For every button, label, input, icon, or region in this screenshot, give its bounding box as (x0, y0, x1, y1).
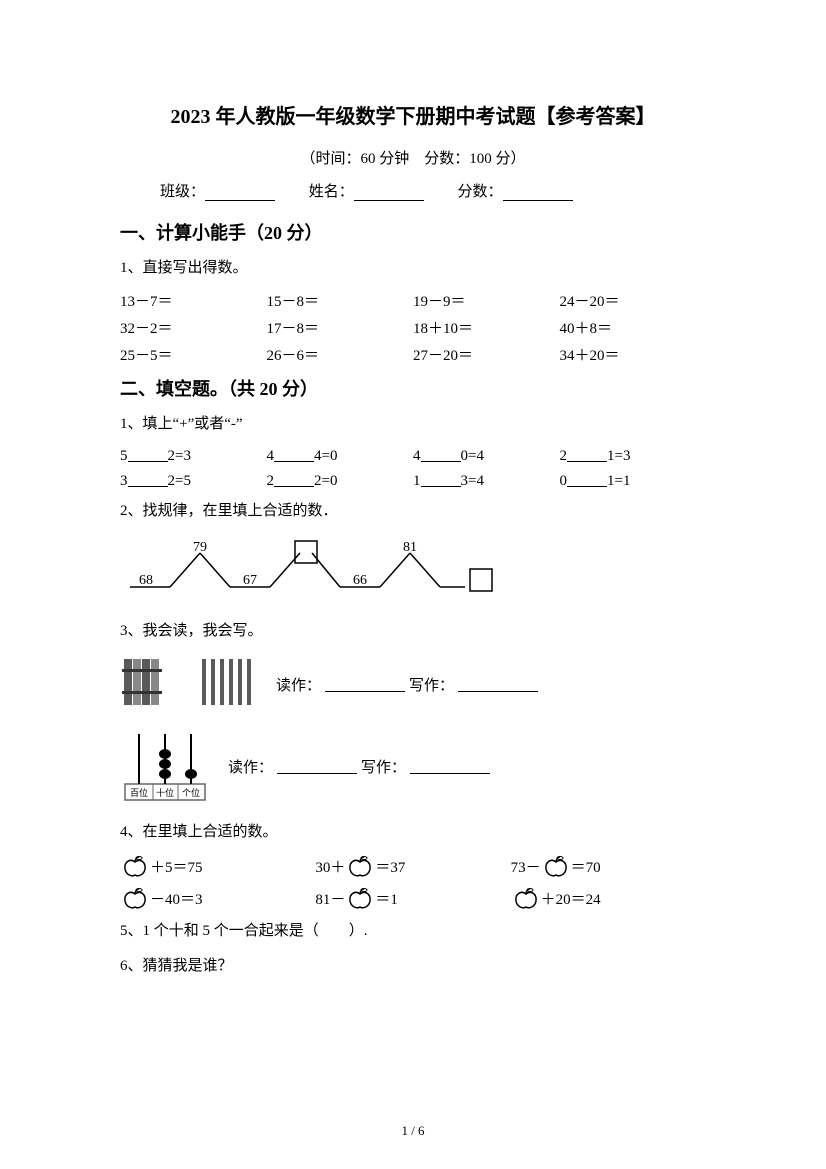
svg-text:十位: 十位 (156, 787, 174, 798)
write-blank-2[interactable] (410, 760, 490, 774)
exam-meta: （时间：60 分钟 分数：100 分） (120, 147, 706, 168)
read-label-2: 读作： (228, 756, 273, 777)
calc-cell: 19－9＝ (413, 290, 560, 311)
calc-cell: 40＋8＝ (560, 317, 707, 338)
loose-sticks-icon (198, 655, 258, 709)
apple-table: ＋5＝7530＋＝3773－＝70 －40＝381－＝1＋20＝24 (120, 854, 706, 910)
apple-cell: 73－＝70 (511, 854, 706, 878)
op-blank[interactable] (421, 473, 461, 487)
apple-icon (122, 854, 148, 878)
apple-icon (543, 854, 569, 878)
apple-cell: －40＝3 (120, 886, 315, 910)
fill-cell: 01=1 (560, 471, 707, 490)
svg-text:百位: 百位 (130, 787, 148, 798)
calc-cell: 32－2＝ (120, 317, 267, 338)
fill-cell: 52=3 (120, 446, 267, 465)
op-blank[interactable] (128, 448, 168, 462)
apple-icon (513, 886, 539, 910)
fill-row: 52=344=040=421=3 (120, 446, 706, 465)
op-blank[interactable] (274, 448, 314, 462)
apple-icon (347, 854, 373, 878)
abacus-row: 百位 十位 个位 读作： 写作： (120, 724, 706, 809)
abacus-icon: 百位 十位 个位 (120, 724, 210, 804)
fill-table: 52=344=040=421=3 32=522=013=401=1 (120, 446, 706, 490)
calc-cell: 15－8＝ (267, 290, 414, 311)
calc-cell: 24－20＝ (560, 290, 707, 311)
fill-cell: 21=3 (560, 446, 707, 465)
fill-cell: 40=4 (413, 446, 560, 465)
score-label: 分数： (458, 184, 503, 200)
s2-q4: 4、在里填上合适的数。 (120, 819, 706, 846)
s1-q1: 1、直接写出得数。 (120, 255, 706, 282)
class-label: 班级： (160, 184, 205, 200)
s2-q1: 1、填上“+”或者“-” (120, 411, 706, 438)
apple-icon (122, 886, 148, 910)
calc-cell: 27－20＝ (413, 344, 560, 365)
s2-q2: 2、找规律，在里填上合适的数． (120, 498, 706, 525)
op-blank[interactable] (128, 473, 168, 487)
svg-text:68: 68 (139, 573, 153, 588)
apple-cell: ＋5＝75 (120, 854, 315, 878)
apple-cell: ＋20＝24 (511, 886, 706, 910)
calc-cell: 25－5＝ (120, 344, 267, 365)
name-label: 姓名： (309, 184, 354, 200)
fill-row: 32=522=013=401=1 (120, 471, 706, 490)
svg-text:66: 66 (353, 573, 367, 588)
op-blank[interactable] (274, 473, 314, 487)
section2-heading: 二、填空题。（共 20 分） (120, 375, 706, 401)
s2-q6: 6、猜猜我是谁？ (120, 953, 706, 980)
page-number: 1 / 6 (0, 1123, 826, 1139)
fill-cell: 22=0 (267, 471, 414, 490)
counting-sticks-row: 读作： 写作： (120, 655, 706, 714)
class-blank[interactable] (205, 185, 275, 201)
calc-row: 13－7＝15－8＝19－9＝24－20＝ (120, 290, 706, 311)
s2-q5: 5、1 个十和 5 个一合起来是（ ）. (120, 918, 706, 945)
bundled-sticks-icon (120, 655, 180, 709)
svg-text:67: 67 (243, 573, 257, 588)
op-blank[interactable] (567, 473, 607, 487)
read-label-1: 读作： (276, 674, 321, 695)
op-blank[interactable] (567, 448, 607, 462)
s2-q3: 3、我会读，我会写。 (120, 618, 706, 645)
calc-cell: 17－8＝ (267, 317, 414, 338)
write-blank-1[interactable] (458, 678, 538, 692)
student-info: 班级： 姓名： 分数： (120, 180, 706, 201)
op-blank[interactable] (421, 448, 461, 462)
exam-title: 2023 年人教版一年级数学下册期中考试题【参考答案】 (120, 100, 706, 129)
sequence-diagram: 68 79 67 66 81 (120, 539, 540, 599)
apple-row: －40＝381－＝1＋20＝24 (120, 886, 706, 910)
apple-row: ＋5＝7530＋＝3773－＝70 (120, 854, 706, 878)
score-blank[interactable] (503, 185, 573, 201)
read-blank-2[interactable] (277, 760, 357, 774)
calc-table: 13－7＝15－8＝19－9＝24－20＝ 32－2＝17－8＝18＋10＝40＋… (120, 290, 706, 365)
apple-cell: 81－＝1 (315, 886, 510, 910)
write-label-1: 写作： (409, 674, 454, 695)
calc-row: 25－5＝26－6＝27－20＝34＋20＝ (120, 344, 706, 365)
name-blank[interactable] (354, 185, 424, 201)
fill-cell: 44=0 (267, 446, 414, 465)
calc-cell: 18＋10＝ (413, 317, 560, 338)
svg-text:79: 79 (193, 540, 207, 555)
calc-row: 32－2＝17－8＝18＋10＝40＋8＝ (120, 317, 706, 338)
svg-text:81: 81 (403, 540, 417, 555)
apple-icon (347, 886, 373, 910)
calc-cell: 13－7＝ (120, 290, 267, 311)
read-blank-1[interactable] (325, 678, 405, 692)
calc-cell: 34＋20＝ (560, 344, 707, 365)
calc-cell: 26－6＝ (267, 344, 414, 365)
write-label-2: 写作： (361, 756, 406, 777)
apple-cell: 30＋＝37 (315, 854, 510, 878)
section1-heading: 一、计算小能手（20 分） (120, 219, 706, 245)
fill-cell: 13=4 (413, 471, 560, 490)
svg-text:个位: 个位 (182, 787, 200, 798)
fill-cell: 32=5 (120, 471, 267, 490)
